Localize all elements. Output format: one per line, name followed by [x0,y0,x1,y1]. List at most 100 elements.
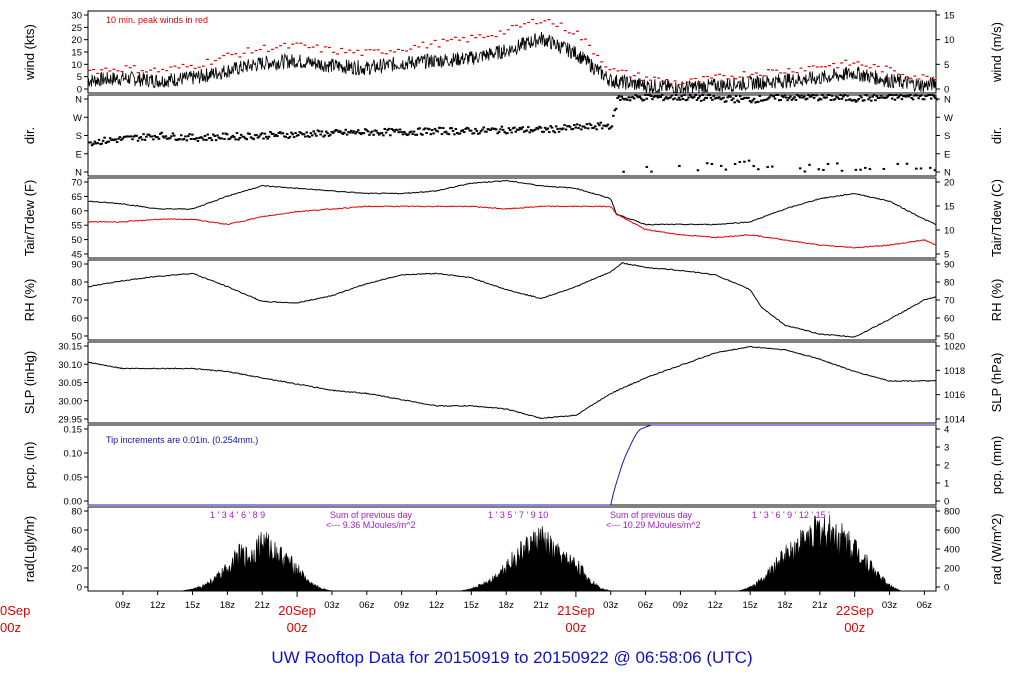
dir-mark [921,98,925,101]
dir-mark [521,126,525,129]
ytick-right-label-dir: N [944,168,951,179]
dir-mark [428,128,431,131]
dir-mark [101,139,105,142]
ytick-label-slp: 29.95 [58,415,82,426]
dir-mark [269,130,272,133]
ytick-right-label-rh: 60 [944,314,955,325]
ytick-label-pcp: 0.15 [64,425,83,436]
dir-mark [918,94,922,97]
dir-mark [451,129,455,132]
dir-mark [536,127,540,130]
dir-mark [115,141,119,144]
dir-mark [412,130,416,133]
dir-mark [255,134,258,137]
dir-mark [676,98,679,101]
dir-mark [704,96,707,99]
dir-mark [106,140,109,143]
xtick-label: 09z [115,600,131,611]
dir-mark [195,137,198,140]
ytick-right-label-wind: 0 [944,85,949,96]
dir-mark [607,127,611,130]
dir-mark [405,134,409,137]
dir-mark [305,131,308,134]
dir-mark [824,96,827,99]
dir-mark [713,97,717,100]
dir-mark [186,135,190,138]
dir-mark [273,135,276,138]
dir-mark [510,131,513,134]
ytick-right-label-rh: 80 [944,278,955,289]
dir-mark-north [915,167,918,170]
dir-mark [743,96,746,99]
dir-mark [435,129,438,132]
dir-mark [138,137,141,140]
dir-mark [692,96,696,99]
ylabel-right-temp: Tair/Tdew (C) [989,179,1004,257]
dir-mark [722,96,725,99]
dir-mark [369,131,373,134]
dir-mark [552,130,555,133]
dir-mark [465,126,469,129]
dir-mark [245,138,249,141]
dir-mark [525,129,529,132]
dir-mark [910,96,913,99]
panel-frame-temp [87,177,937,259]
day-label-time: 00z [287,620,308,635]
dir-mark [394,128,398,131]
ytick-right-label-rad: 0 [944,583,949,594]
dir-mark [295,134,299,137]
dir-mark [329,133,332,136]
dir-mark [669,96,672,99]
dir-mark [628,99,632,102]
dir-mark [599,121,603,124]
dir-mark [492,127,495,130]
dir-mark [893,98,897,101]
dir-mark [107,140,111,143]
dir-mark [786,99,789,102]
ylabel-right-slp: SLP (hPa) [989,353,1004,413]
dir-mark [94,142,98,145]
dir-mark [844,99,848,102]
dir-mark [357,129,360,132]
dir-mark [393,130,396,133]
ytick-label-slp: 30.10 [58,360,82,371]
dir-mark [89,141,92,144]
dir-mark [924,95,927,98]
dir-mark [602,124,605,127]
dir-mark [522,130,526,133]
dir-mark-north [710,163,714,166]
dir-mark [857,98,860,101]
dir-mark [479,130,483,133]
dir-mark [548,131,551,134]
dir-mark [180,134,183,137]
day-label-date: 22Sep [836,603,874,618]
dir-mark [711,98,714,101]
dir-mark-north [743,160,746,163]
dir-mark [311,134,314,137]
dir-mark [408,131,412,134]
dir-mark [818,97,821,100]
dir-mark [511,127,515,130]
dir-mark [814,94,817,97]
dir-mark [595,128,598,131]
dir-mark-north [854,168,858,171]
dir-mark [623,98,626,101]
dir-mark [263,132,267,135]
dir-mark [554,125,558,128]
dir-mark [433,127,437,130]
dir-mark [242,135,246,138]
dir-mark [843,94,847,96]
dir-mark [532,129,536,132]
dir-mark [773,97,777,100]
dir-mark [881,96,884,99]
dir-mark [847,98,851,101]
dir-mark [878,96,881,99]
dir-mark [181,138,184,141]
dir-mark [842,95,845,98]
ytick-label-pcp: 0.10 [64,449,83,460]
dir-mark [856,99,859,102]
dir-mark [272,132,275,135]
dir-mark [666,97,669,100]
dir-mark [630,96,633,99]
dir-mark [212,133,215,136]
